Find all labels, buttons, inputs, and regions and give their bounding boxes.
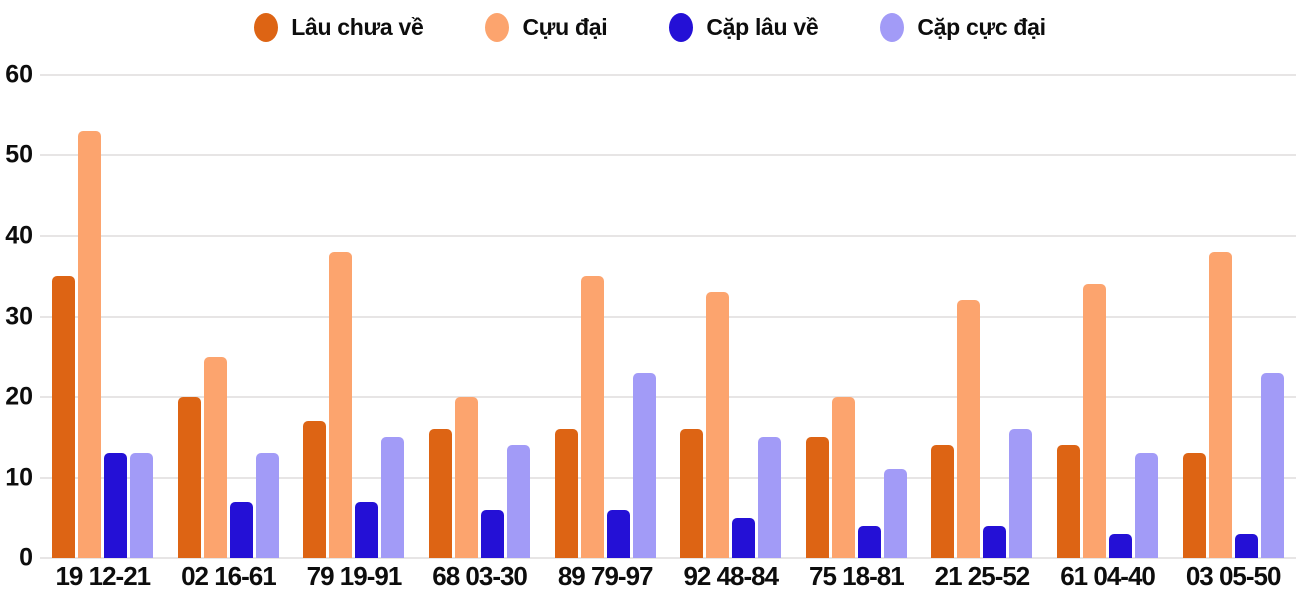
bar [606, 509, 630, 558]
bar [203, 356, 227, 558]
legend: Lâu chưa về Cựu đại Cặp lâu về Cặp cực đại [0, 8, 1300, 46]
bar [857, 525, 881, 558]
bar [554, 429, 578, 558]
legend-marker-circle-icon [254, 12, 279, 42]
bar [957, 300, 981, 558]
x-axis: 19 12-21 02 16-61 79 19-91 68 03-30 89 79-97… [40, 562, 1296, 591]
bar-group [166, 75, 292, 558]
bar [1009, 429, 1033, 558]
bar [831, 397, 855, 558]
gridline [40, 74, 1296, 76]
bar [1057, 445, 1081, 558]
legend-marker-circle-icon [485, 12, 510, 42]
x-axis-label: 02 16-61 [181, 561, 277, 591]
y-axis-label: 20 [5, 382, 33, 411]
bar-group [542, 75, 668, 558]
x-axis-label: 21 25-52 [934, 561, 1031, 591]
bar [632, 372, 656, 558]
bar [706, 292, 730, 558]
bar [758, 437, 782, 558]
bar [455, 397, 479, 558]
bar [229, 501, 253, 558]
x-axis-label: 03 05-50 [1185, 561, 1282, 591]
x-axis-label: 19 12-21 [55, 561, 151, 591]
bar [883, 469, 907, 558]
legend-label: Cặp lâu về [706, 13, 819, 40]
legend-item: Cặp lâu về [669, 12, 819, 42]
bar [177, 397, 201, 558]
bar-group [919, 75, 1045, 558]
bar [1109, 533, 1133, 558]
y-axis-label: 60 [5, 60, 33, 89]
bar-group [417, 75, 543, 558]
bar [255, 453, 279, 558]
bar [1135, 453, 1159, 558]
bar-group [1045, 75, 1171, 558]
bar [329, 252, 353, 558]
bar-groups [40, 75, 1296, 558]
bar [78, 131, 102, 558]
y-axis: 0 10 20 30 40 50 60 [0, 62, 33, 570]
gridline [40, 476, 1296, 479]
bar [580, 276, 604, 558]
bar [931, 445, 955, 558]
x-axis-label: 79 19-91 [306, 561, 403, 591]
bar [732, 517, 756, 558]
bar [1182, 453, 1206, 558]
legend-marker-circle-icon [669, 12, 694, 42]
x-axis-label: 61 04-40 [1060, 561, 1156, 591]
legend-item: Cặp cực đại [880, 12, 1046, 42]
bar [1208, 252, 1232, 558]
bar [104, 453, 128, 558]
gridline [40, 395, 1296, 398]
gridline [40, 154, 1296, 157]
legend-marker-circle-icon [880, 12, 905, 42]
legend-label: Cựu đại [522, 13, 608, 40]
x-axis-label: 92 48-84 [683, 561, 779, 591]
legend-item: Lâu chưa về [254, 12, 424, 42]
y-axis-label: 30 [5, 302, 33, 330]
bar [381, 437, 405, 558]
bar [1260, 372, 1284, 558]
legend-item: Cựu đại [485, 12, 608, 42]
gridline [40, 557, 1296, 559]
y-axis-label: 10 [5, 463, 33, 491]
legend-label: Lâu chưa về [291, 13, 424, 40]
bar-group [291, 75, 417, 558]
bar [355, 501, 379, 558]
bar [983, 525, 1007, 558]
y-axis-label: 0 [19, 543, 33, 572]
bar [507, 445, 531, 558]
bar [429, 429, 453, 558]
x-axis-label: 89 79-97 [557, 561, 654, 591]
y-axis-label: 40 [5, 221, 33, 250]
plot-area [40, 74, 1296, 559]
legend-label: Cặp cực đại [917, 13, 1046, 40]
bar-group [40, 75, 166, 558]
bar [805, 437, 829, 558]
bar-group [1170, 75, 1296, 558]
bar-group [668, 75, 794, 558]
bar [481, 509, 505, 558]
bar [303, 421, 327, 558]
x-axis-label: 75 18-81 [809, 561, 905, 591]
bar-group [794, 75, 920, 558]
bar [1083, 284, 1107, 558]
gridline [40, 315, 1296, 318]
x-axis-label: 68 03-30 [432, 561, 528, 591]
bar [52, 276, 76, 558]
gridline [40, 234, 1296, 237]
bar [1234, 533, 1258, 558]
bar [130, 453, 154, 558]
bar [680, 429, 704, 558]
y-axis-label: 50 [5, 140, 33, 169]
